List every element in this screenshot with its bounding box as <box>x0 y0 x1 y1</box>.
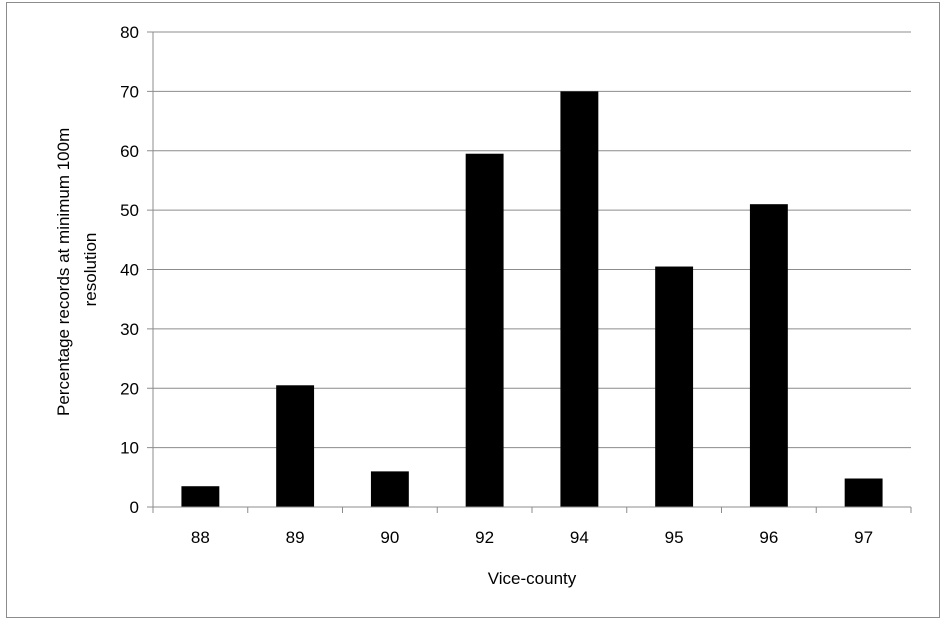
bar <box>749 204 788 507</box>
y-tick-label: 50 <box>120 201 139 220</box>
y-tick-label: 30 <box>120 320 139 339</box>
x-tick-labels: 88 89 90 92 94 95 96 97 <box>191 528 873 547</box>
bar <box>844 478 883 507</box>
y-tick-label: 0 <box>130 498 139 517</box>
y-tick-label: 10 <box>120 439 139 458</box>
y-tick-label: 40 <box>120 261 139 280</box>
axes <box>147 31 912 513</box>
bar <box>560 91 599 507</box>
x-tick-label: 94 <box>570 528 589 547</box>
bar <box>181 486 220 507</box>
y-tick-label: 60 <box>120 142 139 161</box>
y-tick-label: 20 <box>120 379 139 398</box>
bars <box>181 91 883 507</box>
y-tick-labels: 0 10 20 30 40 50 60 70 80 <box>120 23 139 517</box>
x-axis-title: Vice-county <box>488 569 577 588</box>
x-tick-label: 89 <box>286 528 305 547</box>
y-axis-title: Percentage records at minimum 100m resol… <box>54 123 100 416</box>
x-tick-label: 97 <box>854 528 873 547</box>
y-axis-title-line-2: resolution <box>81 233 100 307</box>
bar <box>370 471 409 507</box>
y-tick-label: 70 <box>120 82 139 101</box>
x-tick-label: 95 <box>665 528 684 547</box>
x-tick-label: 88 <box>191 528 210 547</box>
bar <box>276 385 315 507</box>
x-tick-label: 96 <box>759 528 778 547</box>
x-tick-label: 90 <box>380 528 399 547</box>
bar <box>655 266 694 507</box>
x-tick-label: 92 <box>475 528 494 547</box>
gridlines <box>153 31 911 449</box>
y-axis-title-line-1: Percentage records at minimum 100m <box>54 128 73 416</box>
bar <box>465 153 504 507</box>
y-tick-label: 80 <box>120 23 139 42</box>
